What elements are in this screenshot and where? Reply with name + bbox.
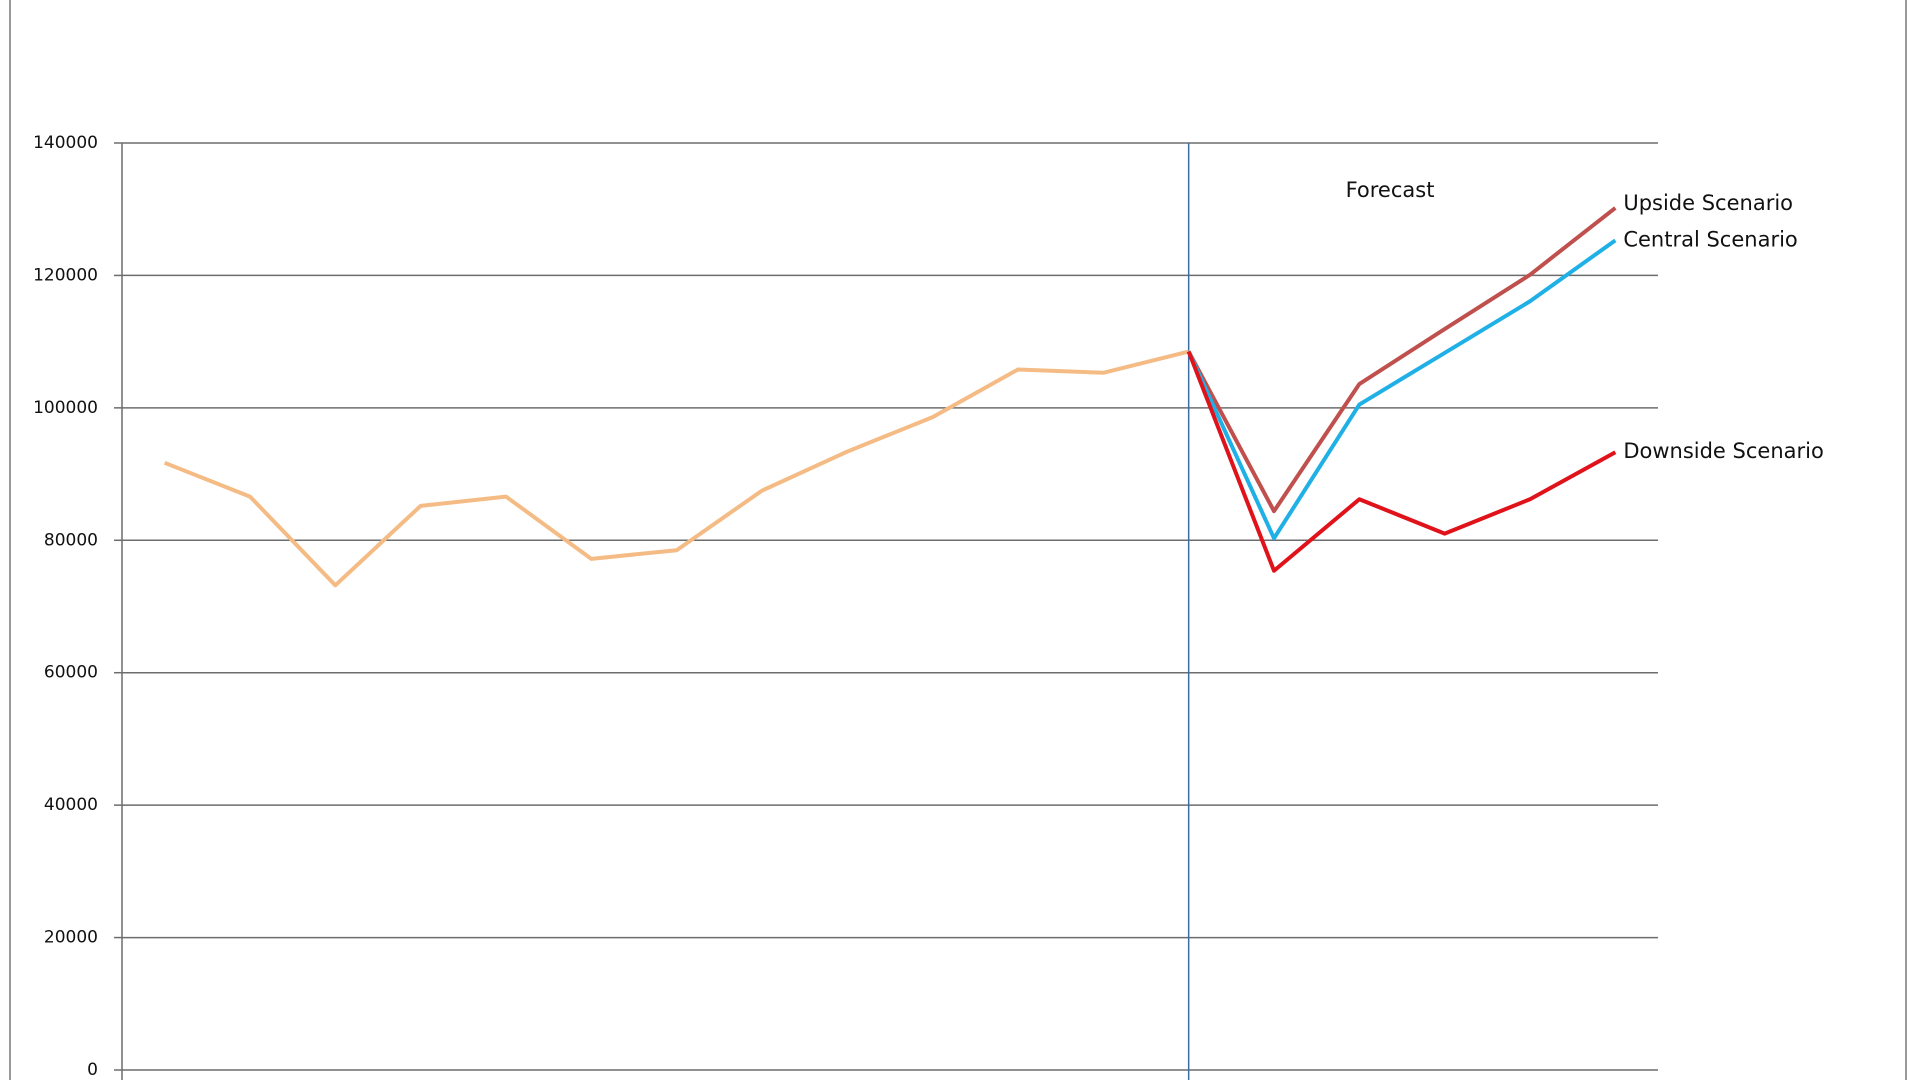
y-tick-label: 60000 bbox=[44, 663, 98, 683]
series-line bbox=[1186, 350, 1617, 573]
annotation: Forecast bbox=[1346, 178, 1435, 202]
y-tick-label: 80000 bbox=[44, 530, 98, 550]
y-tick-label: 120000 bbox=[33, 265, 98, 285]
series-label: Downside Scenario bbox=[1623, 439, 1824, 463]
series-label: Central Scenario bbox=[1623, 227, 1797, 251]
y-tick-label: 100000 bbox=[33, 398, 98, 418]
y-tick-label: 20000 bbox=[44, 928, 98, 948]
y-tick-label: 140000 bbox=[33, 133, 98, 153]
y-tick-label: 40000 bbox=[44, 795, 98, 815]
series-line bbox=[163, 349, 1190, 588]
series-label: Upside Scenario bbox=[1623, 191, 1793, 215]
y-tick-label: 0 bbox=[87, 1060, 98, 1080]
series-line bbox=[1186, 238, 1617, 541]
series-line bbox=[1186, 206, 1617, 514]
